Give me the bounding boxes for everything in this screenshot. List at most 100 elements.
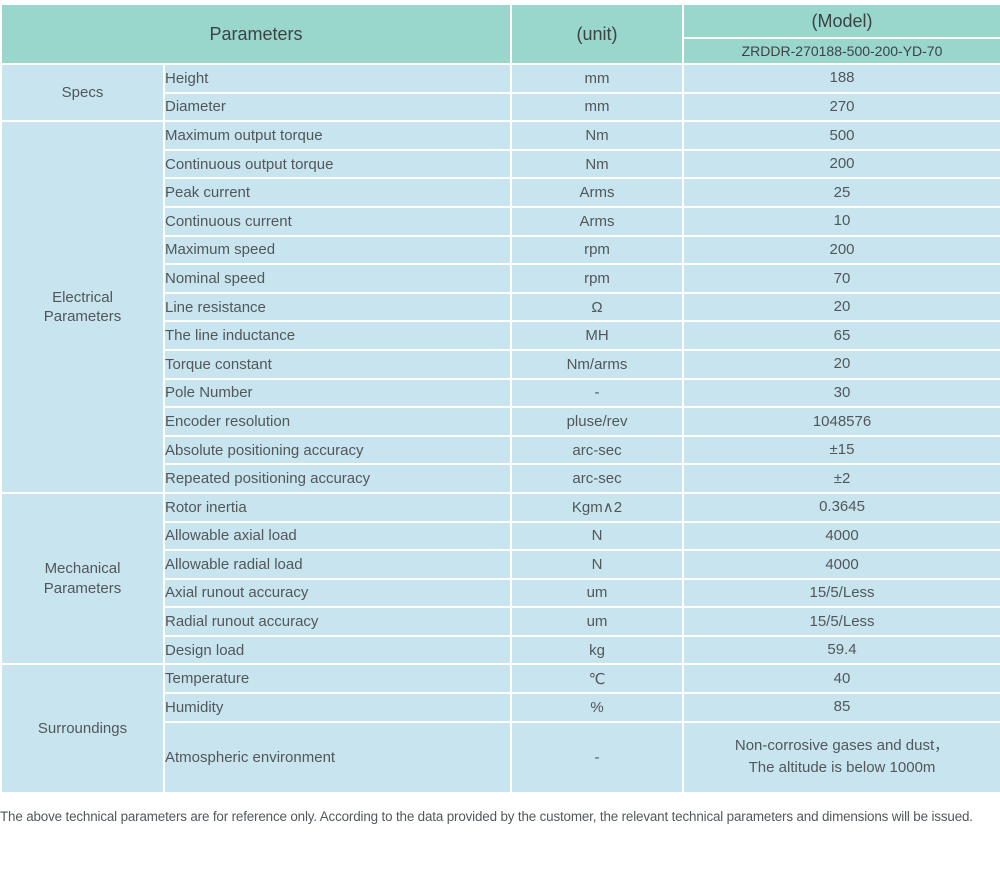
parameter-name-cell: Repeated positioning accuracy [162, 463, 513, 494]
table-row: Axial runout accuracy um 15/5/Less [1, 577, 1000, 609]
table-row: Diameter mm 270 [1, 91, 1000, 123]
value-cell: ±2 [682, 463, 1000, 494]
table-row: Allowable axial load N 4000 [1, 520, 1000, 552]
parameter-name-cell: Rotor inertia [162, 491, 513, 523]
parameter-name-cell: Temperature [162, 663, 513, 695]
parameter-name-cell: Maximum speed [162, 234, 513, 266]
unit-cell: Kgm∧2 [510, 491, 685, 523]
unit-cell: rpm [510, 234, 685, 266]
value-cell: 70 [682, 263, 1000, 294]
parameter-name-cell: Nominal speed [162, 263, 513, 294]
value-cell: 65 [682, 320, 1000, 351]
unit-cell: N [510, 549, 685, 580]
unit-cell: um [510, 577, 685, 609]
footer-note: The above technical parameters are for r… [0, 808, 973, 824]
table-row: Allowable radial load N 4000 [1, 549, 1000, 580]
parameter-name-cell: Encoder resolution [162, 406, 513, 437]
table-row: Design load kg 59.4 [1, 634, 1000, 666]
category-cell: Mechanical Parameters [0, 491, 165, 666]
parameter-name-cell: Peak current [162, 177, 513, 208]
parameter-name-cell: The line inductance [162, 320, 513, 351]
table-row: Mechanical Parameters Rotor inertia Kgm∧2 0… [0, 491, 1000, 666]
parameter-name-cell: Continuous current [162, 205, 513, 237]
table-header: Parameters (unit) (Model) ZRDDR-270188-5… [0, 3, 1000, 65]
parameter-name-cell: Continuous output torque [162, 148, 513, 180]
unit-cell: Nm [510, 120, 685, 151]
value-cell: 0.3645 [682, 491, 1000, 523]
value-cell: 30 [682, 377, 1000, 409]
unit-cell: Nm/arms [510, 348, 685, 380]
table-row: Encoder resolution pluse/rev 1048576 [1, 406, 1000, 437]
table-row: Electrical Parameters Maximum output torq… [0, 120, 1000, 494]
category-cell: Surroundings [0, 663, 165, 794]
value-cell: 10 [682, 205, 1000, 237]
table-row: Surroundings Temperature ℃ 40 [0, 663, 1000, 794]
value-cell: 4000 [682, 549, 1000, 580]
value-cell: 25 [682, 177, 1000, 208]
table-row: The line inductance MH 65 [1, 320, 1000, 351]
parameter-name-cell: Radial runout accuracy [162, 606, 513, 637]
table-row: Absolute positioning accuracy arc-sec ±15 [1, 434, 1000, 466]
unit-cell: mm [510, 63, 685, 94]
unit-cell: rpm [510, 263, 685, 294]
parameter-name-cell: Atmospheric environment [162, 720, 513, 794]
table-row: Peak current Arms 25 [1, 177, 1000, 208]
parameter-name-cell: Absolute positioning accuracy [162, 434, 513, 466]
unit-cell: Arms [510, 205, 685, 237]
table-row: Pole Number -30 [1, 377, 1000, 409]
category-cell: Specs [0, 62, 165, 123]
value-cell: 59.4 [682, 634, 1000, 666]
unit-cell: kg [510, 634, 685, 666]
parameter-name-cell: Design load [162, 634, 513, 666]
value-cell: 500 [682, 120, 1000, 151]
table-row: Atmospheric environment - Non-corrosive ga… [1, 720, 1000, 794]
parameter-name-cell: Diameter [162, 91, 513, 123]
unit-cell: - [510, 720, 685, 794]
table-row: Nominal speed rpm 70 [1, 263, 1000, 294]
parameter-name-cell: Allowable radial load [162, 549, 513, 580]
table-row: Continuous current Arms 10 [1, 205, 1000, 237]
table-row: Repeated positioning accuracy arc-sec ±2 [1, 463, 1000, 494]
header-model-number: ZRDDR-270188-500-200-YD-70 [682, 37, 1000, 65]
unit-cell: um [510, 606, 685, 637]
table-row: Continuous output torque Nm 200 [1, 148, 1000, 180]
table-body: Specs Height mm 188 Diameter mm 270 Electrical … [0, 62, 1000, 794]
parameter-name-cell: Pole Number [162, 377, 513, 409]
value-cell: 20 [682, 348, 1000, 380]
value-cell: 270 [682, 91, 1000, 123]
parameter-name-cell: Torque constant [162, 348, 513, 380]
table-row: Maximum speed rpm 200 [1, 234, 1000, 266]
unit-cell: mm [510, 91, 685, 123]
table-row: Torque constant Nm/arms 20 [1, 348, 1000, 380]
unit-cell: arc-sec [510, 434, 685, 466]
header-row-top: Parameters (unit) (Model) [0, 3, 1000, 65]
parameter-name-cell: Axial runout accuracy [162, 577, 513, 609]
table-row: Specs Height mm 188 [0, 62, 1000, 123]
unit-cell: MH [510, 320, 685, 351]
value-cell: 1048576 [682, 406, 1000, 437]
unit-cell: pluse/rev [510, 406, 685, 437]
table-row: Line resistance Ω 20 [1, 291, 1000, 323]
parameters-table: Parameters (unit) (Model) ZRDDR-270188-5… [0, 3, 1000, 794]
unit-cell: Ω [510, 291, 685, 323]
value-cell: 15/5/Less [682, 606, 1000, 637]
unit-cell: % [510, 692, 685, 723]
unit-cell: Nm [510, 148, 685, 180]
unit-cell: ℃ [510, 663, 685, 695]
unit-cell: - [510, 377, 685, 409]
parameter-name-cell: Height [162, 63, 513, 94]
category-cell: Electrical Parameters [0, 120, 165, 494]
parameter-name-cell: Maximum output torque [162, 120, 513, 151]
parameter-name-cell: Allowable axial load [162, 520, 513, 552]
table-row: Humidity% 85 [1, 692, 1000, 723]
parameter-name-cell: Line resistance [162, 291, 513, 323]
value-cell: 4000 [682, 520, 1000, 552]
header-row-model-number: ZRDDR-270188-500-200-YD-70 [1, 37, 1000, 65]
table-row: Radial runout accuracy um 15/5/Less [1, 606, 1000, 637]
value-cell: 40 [682, 663, 1000, 695]
header-parameters: Parameters [0, 3, 513, 65]
value-cell: ±15 [682, 434, 1000, 466]
header-model: (Model) [682, 3, 1000, 39]
value-cell: 85 [682, 692, 1000, 723]
value-cell: 20 [682, 291, 1000, 323]
